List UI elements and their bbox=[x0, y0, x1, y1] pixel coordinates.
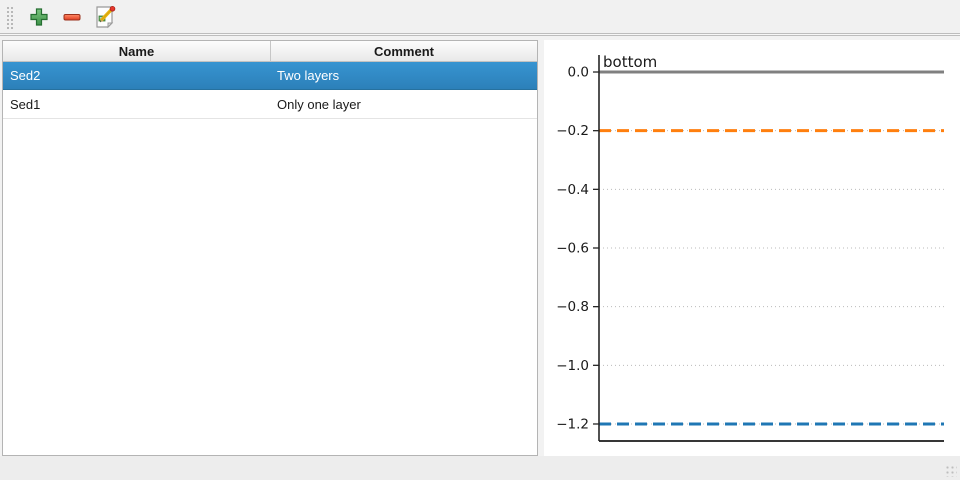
column-header-comment[interactable]: Comment bbox=[270, 41, 537, 62]
edit-icon bbox=[96, 5, 116, 28]
materials-table: Name Comment Sed2 Two layers Sed1 Only o… bbox=[2, 40, 538, 456]
table-row-sed2[interactable]: Sed2 Two layers bbox=[3, 62, 537, 90]
chart-canvas: 0.0 −0.2 −0.4 −0.6 −0.8 −1.0 −1.2 bottom bbox=[556, 53, 944, 442]
y-tick-label: −1.0 bbox=[556, 358, 589, 374]
add-button[interactable] bbox=[26, 4, 52, 30]
plus-icon bbox=[30, 7, 48, 26]
table-row-sed1[interactable]: Sed1 Only one layer bbox=[3, 90, 537, 119]
status-bar bbox=[0, 456, 960, 480]
resize-grip-icon[interactable] bbox=[944, 464, 957, 477]
edit-button[interactable] bbox=[92, 4, 118, 30]
cell-comment: Two layers bbox=[277, 68, 340, 83]
toolbar bbox=[0, 0, 960, 33]
remove-button[interactable] bbox=[59, 4, 85, 30]
table-header: Name Comment bbox=[3, 41, 537, 62]
minus-icon bbox=[63, 13, 81, 20]
y-tick-label: −1.2 bbox=[556, 416, 589, 432]
column-header-name[interactable]: Name bbox=[3, 41, 270, 62]
y-tick-label: −0.2 bbox=[556, 123, 589, 139]
annotation-bottom-label: bottom bbox=[603, 53, 657, 71]
y-tick-label: 0.0 bbox=[568, 65, 589, 81]
cell-comment: Only one layer bbox=[277, 96, 361, 112]
y-tick-label: −0.6 bbox=[556, 241, 589, 257]
cell-name: Sed1 bbox=[10, 96, 41, 112]
toolbar-separator bbox=[0, 33, 960, 36]
layer-depth-chart: 0.0 −0.2 −0.4 −0.6 −0.8 −1.0 −1.2 bottom bbox=[544, 40, 960, 456]
toolbar-drag-handle[interactable] bbox=[5, 4, 13, 29]
y-tick-label: −0.4 bbox=[556, 182, 589, 198]
y-tick-label: −0.8 bbox=[556, 299, 589, 315]
cell-name: Sed2 bbox=[10, 68, 41, 83]
